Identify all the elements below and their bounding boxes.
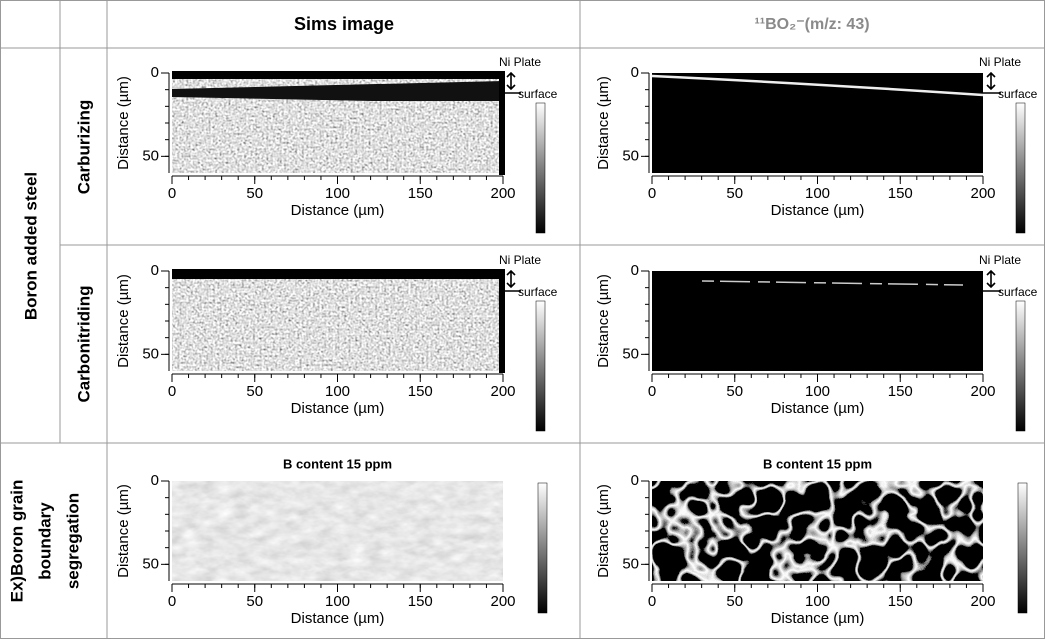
color-bar <box>535 102 546 234</box>
y-tick-label: 50 <box>142 555 159 572</box>
x-tick-label: 50 <box>726 593 743 610</box>
x-tick-label: 200 <box>970 185 995 202</box>
arrow <box>986 269 996 289</box>
bo2-image <box>652 481 983 581</box>
surface-label: surface <box>518 285 558 299</box>
row-label: segregation <box>63 493 82 589</box>
x-tick-label: 0 <box>168 383 176 400</box>
panel-title: B content 15 ppm <box>763 456 872 471</box>
x-axis-label: Distance (µm) <box>771 202 865 219</box>
x-tick-label: 150 <box>408 185 433 202</box>
y-axis-label: Distance (µm) <box>115 274 132 368</box>
y-tick-label: 50 <box>622 345 639 362</box>
panel-title: B content 15 ppm <box>283 456 392 471</box>
x-tick-label: 50 <box>726 185 743 202</box>
x-axis-label: Distance (µm) <box>291 610 385 627</box>
x-tick-label: 50 <box>246 383 263 400</box>
y-axis-label: Distance (µm) <box>115 76 132 170</box>
arrow <box>986 71 996 91</box>
x-axis-label: Distance (µm) <box>771 400 865 417</box>
x-tick-label: 0 <box>168 185 176 202</box>
y-tick-label: 50 <box>142 345 159 362</box>
x-tick-label: 150 <box>888 593 913 610</box>
x-tick-label: 100 <box>325 383 350 400</box>
y-tick-label: 50 <box>622 147 639 164</box>
x-tick-label: 150 <box>408 383 433 400</box>
x-tick-label: 50 <box>246 593 263 610</box>
color-bar <box>537 482 548 614</box>
arrow <box>506 71 516 91</box>
column-header: ¹¹BO₂⁻(m/z: 43) <box>754 16 869 33</box>
ni-plate-band <box>172 71 503 79</box>
surface-label: surface <box>518 87 558 101</box>
x-tick-label: 100 <box>805 593 830 610</box>
x-tick-label: 150 <box>888 383 913 400</box>
y-tick-label: 50 <box>142 147 159 164</box>
row-group-label: Boron added steel <box>21 172 40 320</box>
x-tick-label: 200 <box>970 593 995 610</box>
row-label: boundary <box>35 502 54 580</box>
bo2-image <box>652 73 983 173</box>
arrow <box>506 269 516 289</box>
y-tick-label: 0 <box>631 472 639 489</box>
ni-plate-label: Ni Plate <box>499 55 541 69</box>
x-tick-label: 200 <box>490 593 515 610</box>
x-tick-label: 100 <box>805 185 830 202</box>
x-axis-label: Distance (µm) <box>771 610 865 627</box>
row-label: Ex)Boron grain <box>7 480 26 603</box>
surface-label: surface <box>998 285 1038 299</box>
y-tick-label: 0 <box>151 472 159 489</box>
y-tick-label: 0 <box>151 262 159 279</box>
y-axis-label: Distance (µm) <box>595 274 612 368</box>
y-axis-label: Distance (µm) <box>115 484 132 578</box>
boron-line <box>651 74 984 97</box>
x-tick-label: 100 <box>325 185 350 202</box>
y-tick-label: 0 <box>631 64 639 81</box>
surface-label: surface <box>998 87 1038 101</box>
y-tick-label: 0 <box>631 262 639 279</box>
x-tick-label: 200 <box>490 185 515 202</box>
y-axis-label: Distance (µm) <box>595 76 612 170</box>
color-bar <box>1017 482 1028 614</box>
image-edge <box>499 71 505 175</box>
ni-plate-label: Ni Plate <box>979 55 1021 69</box>
x-tick-label: 0 <box>168 593 176 610</box>
x-tick-label: 0 <box>648 593 656 610</box>
color-bar <box>535 300 546 432</box>
x-tick-label: 200 <box>490 383 515 400</box>
x-tick-label: 150 <box>888 185 913 202</box>
x-tick-label: 100 <box>805 383 830 400</box>
y-tick-label: 0 <box>151 64 159 81</box>
x-tick-label: 0 <box>648 383 656 400</box>
bo2-image <box>652 271 983 371</box>
x-tick-label: 150 <box>408 593 433 610</box>
row-label: Carburizing <box>74 100 93 194</box>
x-axis-label: Distance (µm) <box>291 202 385 219</box>
x-tick-label: 100 <box>325 593 350 610</box>
x-tick-label: 200 <box>970 383 995 400</box>
color-bar <box>1015 102 1026 234</box>
column-header: Sims image <box>294 14 394 34</box>
sims-image <box>172 481 503 581</box>
sims-image <box>172 271 503 371</box>
ni-plate-band <box>172 269 503 279</box>
x-axis-label: Distance (µm) <box>291 400 385 417</box>
x-tick-label: 0 <box>648 185 656 202</box>
x-tick-label: 50 <box>726 383 743 400</box>
color-bar <box>1015 300 1026 432</box>
y-axis-label: Distance (µm) <box>595 484 612 578</box>
ni-plate-label: Ni Plate <box>499 253 541 267</box>
ni-plate-label: Ni Plate <box>979 253 1021 267</box>
row-label: Carbonitriding <box>74 285 93 402</box>
y-tick-label: 50 <box>622 555 639 572</box>
image-edge <box>499 269 505 373</box>
x-tick-label: 50 <box>246 185 263 202</box>
dark-layer <box>172 81 503 101</box>
boron-line <box>701 280 964 286</box>
